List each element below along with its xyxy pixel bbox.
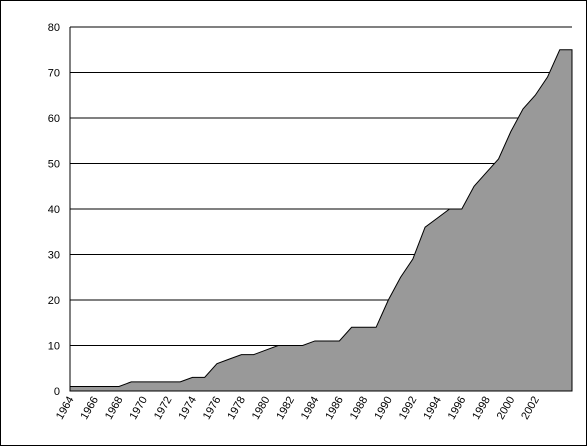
y-tick-label: 0 (54, 386, 60, 398)
y-tick-label: 70 (48, 68, 60, 80)
y-tick-label: 60 (48, 113, 60, 125)
y-tick-label: 10 (48, 341, 60, 353)
y-tick-label: 30 (48, 250, 60, 262)
y-tick-label: 50 (48, 159, 60, 171)
y-tick-label: 80 (48, 22, 60, 34)
y-tick-label: 20 (48, 295, 60, 307)
y-tick-label: 40 (48, 204, 60, 216)
area (69, 49, 573, 392)
